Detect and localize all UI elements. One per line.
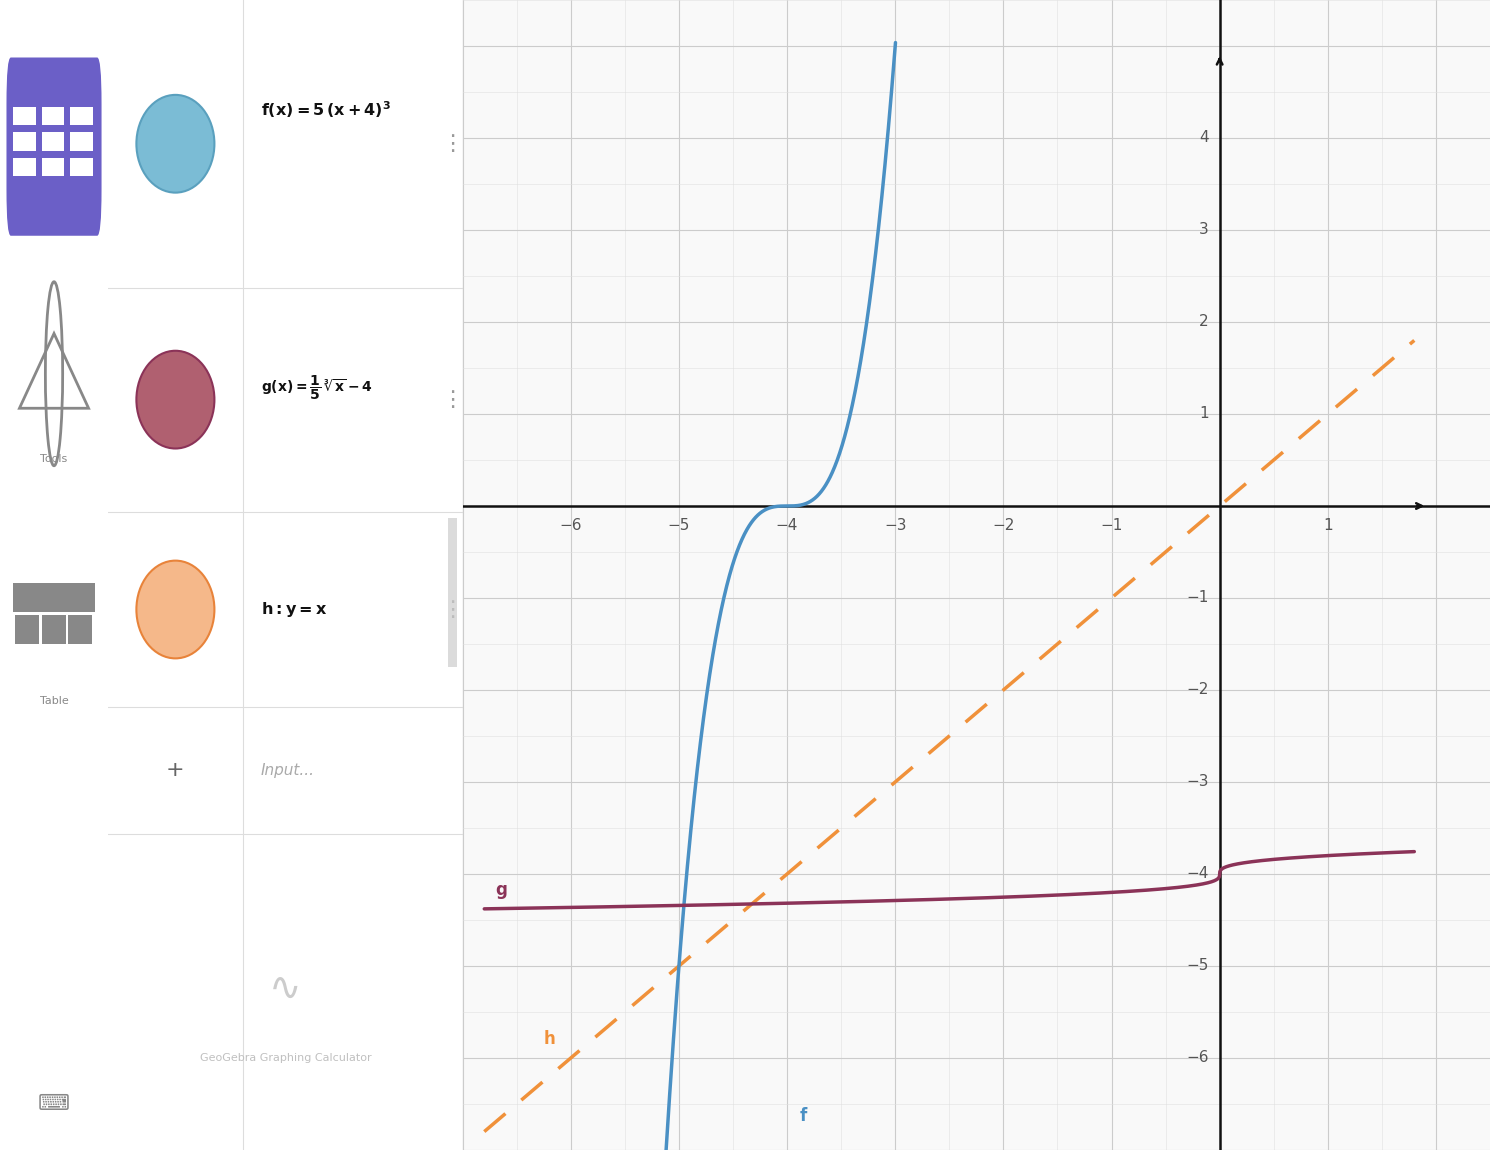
- Bar: [42, 132, 64, 151]
- Text: 4: 4: [1199, 130, 1208, 146]
- Text: g: g: [495, 881, 507, 899]
- Text: f: f: [800, 1106, 808, 1125]
- Text: ∿: ∿: [270, 969, 301, 1009]
- Bar: [70, 107, 92, 125]
- Text: 1: 1: [1323, 518, 1332, 532]
- Bar: [13, 107, 36, 125]
- Text: +: +: [165, 760, 185, 781]
- Text: Table: Table: [40, 696, 69, 706]
- Text: −6: −6: [1186, 1050, 1208, 1066]
- Text: ⋮: ⋮: [441, 390, 463, 409]
- Bar: [13, 583, 95, 612]
- Text: −1: −1: [1100, 518, 1122, 532]
- Text: −5: −5: [1186, 958, 1208, 974]
- Text: −4: −4: [776, 518, 799, 532]
- Text: 3: 3: [1199, 222, 1208, 238]
- Bar: [42, 158, 64, 176]
- Text: −3: −3: [884, 518, 906, 532]
- Text: ⌨: ⌨: [37, 1094, 70, 1114]
- Text: −5: −5: [668, 518, 690, 532]
- Text: −3: −3: [1186, 774, 1208, 790]
- Text: GeoGebra Graphing Calculator: GeoGebra Graphing Calculator: [200, 1053, 371, 1063]
- Bar: [13, 158, 36, 176]
- Bar: [448, 518, 457, 667]
- Ellipse shape: [137, 351, 215, 448]
- Text: −6: −6: [560, 518, 583, 532]
- Text: −4: −4: [1186, 866, 1208, 882]
- Text: h: h: [544, 1030, 556, 1048]
- Bar: [42, 615, 66, 644]
- Text: −2: −2: [992, 518, 1015, 532]
- Text: $\mathbf{f(x) = 5\,(x+4)^3}$: $\mathbf{f(x) = 5\,(x+4)^3}$: [261, 99, 390, 120]
- Text: $\mathbf{g(x) = \dfrac{1}{5}\,\sqrt[3]{x} - 4}$: $\mathbf{g(x) = \dfrac{1}{5}\,\sqrt[3]{x…: [261, 374, 372, 402]
- Ellipse shape: [137, 95, 215, 192]
- Text: 2: 2: [1199, 314, 1208, 330]
- Bar: [69, 615, 92, 644]
- Bar: [70, 158, 92, 176]
- Bar: [42, 107, 64, 125]
- Text: −2: −2: [1186, 682, 1208, 698]
- Text: ⋮: ⋮: [441, 599, 463, 620]
- Text: Tools: Tools: [40, 454, 67, 465]
- Ellipse shape: [137, 560, 215, 658]
- Text: −1: −1: [1186, 590, 1208, 606]
- Text: ⋮: ⋮: [441, 133, 463, 154]
- Text: $\mathbf{h : y = x}$: $\mathbf{h : y = x}$: [261, 600, 326, 619]
- Bar: [15, 615, 39, 644]
- Bar: [13, 132, 36, 151]
- Text: Algebra: Algebra: [33, 218, 76, 229]
- Text: Input...: Input...: [261, 762, 314, 779]
- FancyBboxPatch shape: [6, 58, 101, 236]
- Bar: [70, 132, 92, 151]
- Text: 1: 1: [1199, 406, 1208, 422]
